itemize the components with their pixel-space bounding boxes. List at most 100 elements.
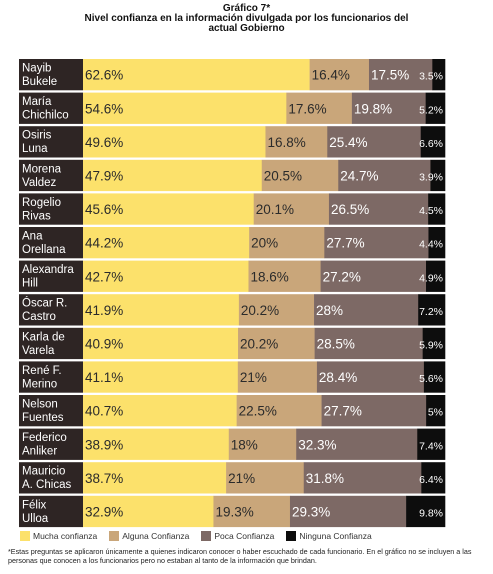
bar-segment bbox=[83, 495, 214, 528]
bar-segment bbox=[420, 126, 446, 158]
data-label: 40.9% bbox=[85, 336, 123, 351]
category-label-box bbox=[19, 361, 83, 393]
category-label: Anliker bbox=[22, 446, 57, 458]
category-label-box bbox=[19, 495, 83, 528]
bar-segment bbox=[423, 361, 446, 393]
category-label: Karla de bbox=[22, 331, 65, 343]
bar-segment bbox=[324, 227, 429, 259]
bar-segment bbox=[83, 294, 240, 326]
bar-segment bbox=[213, 495, 291, 528]
data-label: 31.8% bbox=[306, 471, 344, 486]
bar-segment bbox=[338, 159, 431, 192]
legend-item: Alguna Confianza bbox=[109, 531, 189, 541]
chart-legend: Mucha confianza Alguna Confianza Poca Conf… bbox=[20, 530, 384, 542]
bar-segment bbox=[418, 294, 446, 326]
category-label: Morena bbox=[22, 163, 62, 175]
bar-segment bbox=[253, 193, 330, 225]
data-label: 3.5% bbox=[419, 71, 443, 83]
data-label: 7.4% bbox=[419, 440, 443, 452]
bar-segment bbox=[286, 92, 353, 124]
category-label: Rogelio bbox=[22, 197, 61, 209]
data-label: 7.2% bbox=[419, 306, 443, 318]
bar-segment bbox=[83, 59, 310, 91]
data-label: 28% bbox=[316, 303, 343, 318]
data-label: 20.2% bbox=[240, 336, 278, 351]
bar-segment bbox=[83, 462, 227, 494]
legend-swatch bbox=[201, 531, 212, 541]
bar-segment bbox=[430, 159, 446, 192]
legend-label: Poca Confianza bbox=[214, 531, 275, 541]
category-label: Castro bbox=[22, 311, 56, 323]
data-label: 25.4% bbox=[329, 135, 367, 150]
category-label: Ulloa bbox=[22, 513, 49, 525]
bar-segment bbox=[261, 159, 339, 192]
legend-label: Alguna Confianza bbox=[122, 531, 190, 541]
data-label: 32.9% bbox=[85, 504, 123, 519]
category-label-box bbox=[19, 159, 83, 192]
category-label-box bbox=[19, 227, 83, 259]
bar-segment bbox=[314, 327, 423, 360]
bar-segment bbox=[303, 462, 422, 494]
category-label-box bbox=[19, 294, 83, 326]
bar-segment bbox=[83, 395, 237, 427]
category-label: Rivas bbox=[22, 210, 51, 222]
data-label: 24.7% bbox=[340, 168, 378, 183]
category-label: Bukele bbox=[22, 76, 57, 88]
category-label: Chichilco bbox=[22, 110, 69, 122]
data-label: 4.5% bbox=[419, 205, 443, 217]
data-label: 5% bbox=[428, 407, 443, 419]
data-label: 32.3% bbox=[298, 437, 336, 452]
category-label-box bbox=[19, 59, 83, 91]
data-label: 45.6% bbox=[85, 202, 123, 217]
category-label: Mauricio bbox=[22, 466, 65, 478]
data-label: 17.5% bbox=[371, 68, 409, 83]
data-label: 27.7% bbox=[324, 404, 362, 419]
category-label: Valdez bbox=[22, 177, 57, 189]
bar-segment bbox=[83, 92, 287, 124]
data-label: 16.4% bbox=[312, 68, 350, 83]
data-label: 27.2% bbox=[323, 269, 361, 284]
category-label: Alexandra bbox=[22, 264, 74, 276]
data-label: 38.7% bbox=[85, 471, 123, 486]
legend-swatch bbox=[286, 531, 297, 541]
legend-swatch bbox=[109, 531, 120, 541]
bar-segment bbox=[296, 428, 418, 460]
bar-segment bbox=[83, 159, 263, 192]
bar-segment bbox=[316, 361, 425, 393]
legend-item: Poca Confianza bbox=[201, 531, 274, 541]
bar-segment bbox=[314, 294, 419, 326]
bar-segment bbox=[327, 126, 422, 158]
category-label-box bbox=[19, 428, 83, 460]
bar-segment bbox=[422, 327, 446, 360]
bar-segment bbox=[426, 395, 446, 427]
data-label: 5.6% bbox=[419, 373, 443, 385]
data-label: 22.5% bbox=[239, 404, 277, 419]
bar-segment bbox=[228, 428, 297, 460]
data-label: 6.6% bbox=[419, 138, 443, 150]
bar-segment bbox=[320, 260, 427, 292]
data-label: 40.7% bbox=[85, 404, 123, 419]
data-label: 21% bbox=[240, 370, 267, 385]
bar-segment bbox=[328, 193, 429, 225]
data-label: 4.4% bbox=[419, 239, 443, 251]
data-label: 38.9% bbox=[85, 437, 123, 452]
footnote: *Estas preguntas se aplicaron únicamente… bbox=[8, 547, 472, 565]
bar-segment bbox=[237, 361, 318, 393]
chart-title-line3: actual Gobierno bbox=[208, 23, 285, 34]
data-label: 62.6% bbox=[85, 68, 123, 83]
category-label: A. Chicas bbox=[22, 479, 71, 491]
data-label: 19.3% bbox=[215, 504, 253, 519]
bar-segment bbox=[417, 428, 446, 460]
data-label: 20.1% bbox=[256, 202, 294, 217]
category-label-box bbox=[19, 193, 83, 225]
data-label: 16.8% bbox=[267, 135, 305, 150]
chart-title-line2: Nivel confianza en la información divulg… bbox=[84, 13, 409, 24]
category-label: René F. bbox=[22, 365, 62, 377]
category-label-box bbox=[19, 92, 83, 124]
bar-segment bbox=[249, 227, 325, 259]
data-label: 26.5% bbox=[331, 202, 369, 217]
data-label: 41.9% bbox=[85, 303, 123, 318]
bar-segment bbox=[428, 193, 446, 225]
data-label: 5.2% bbox=[419, 104, 443, 116]
bar-segment bbox=[83, 361, 239, 393]
